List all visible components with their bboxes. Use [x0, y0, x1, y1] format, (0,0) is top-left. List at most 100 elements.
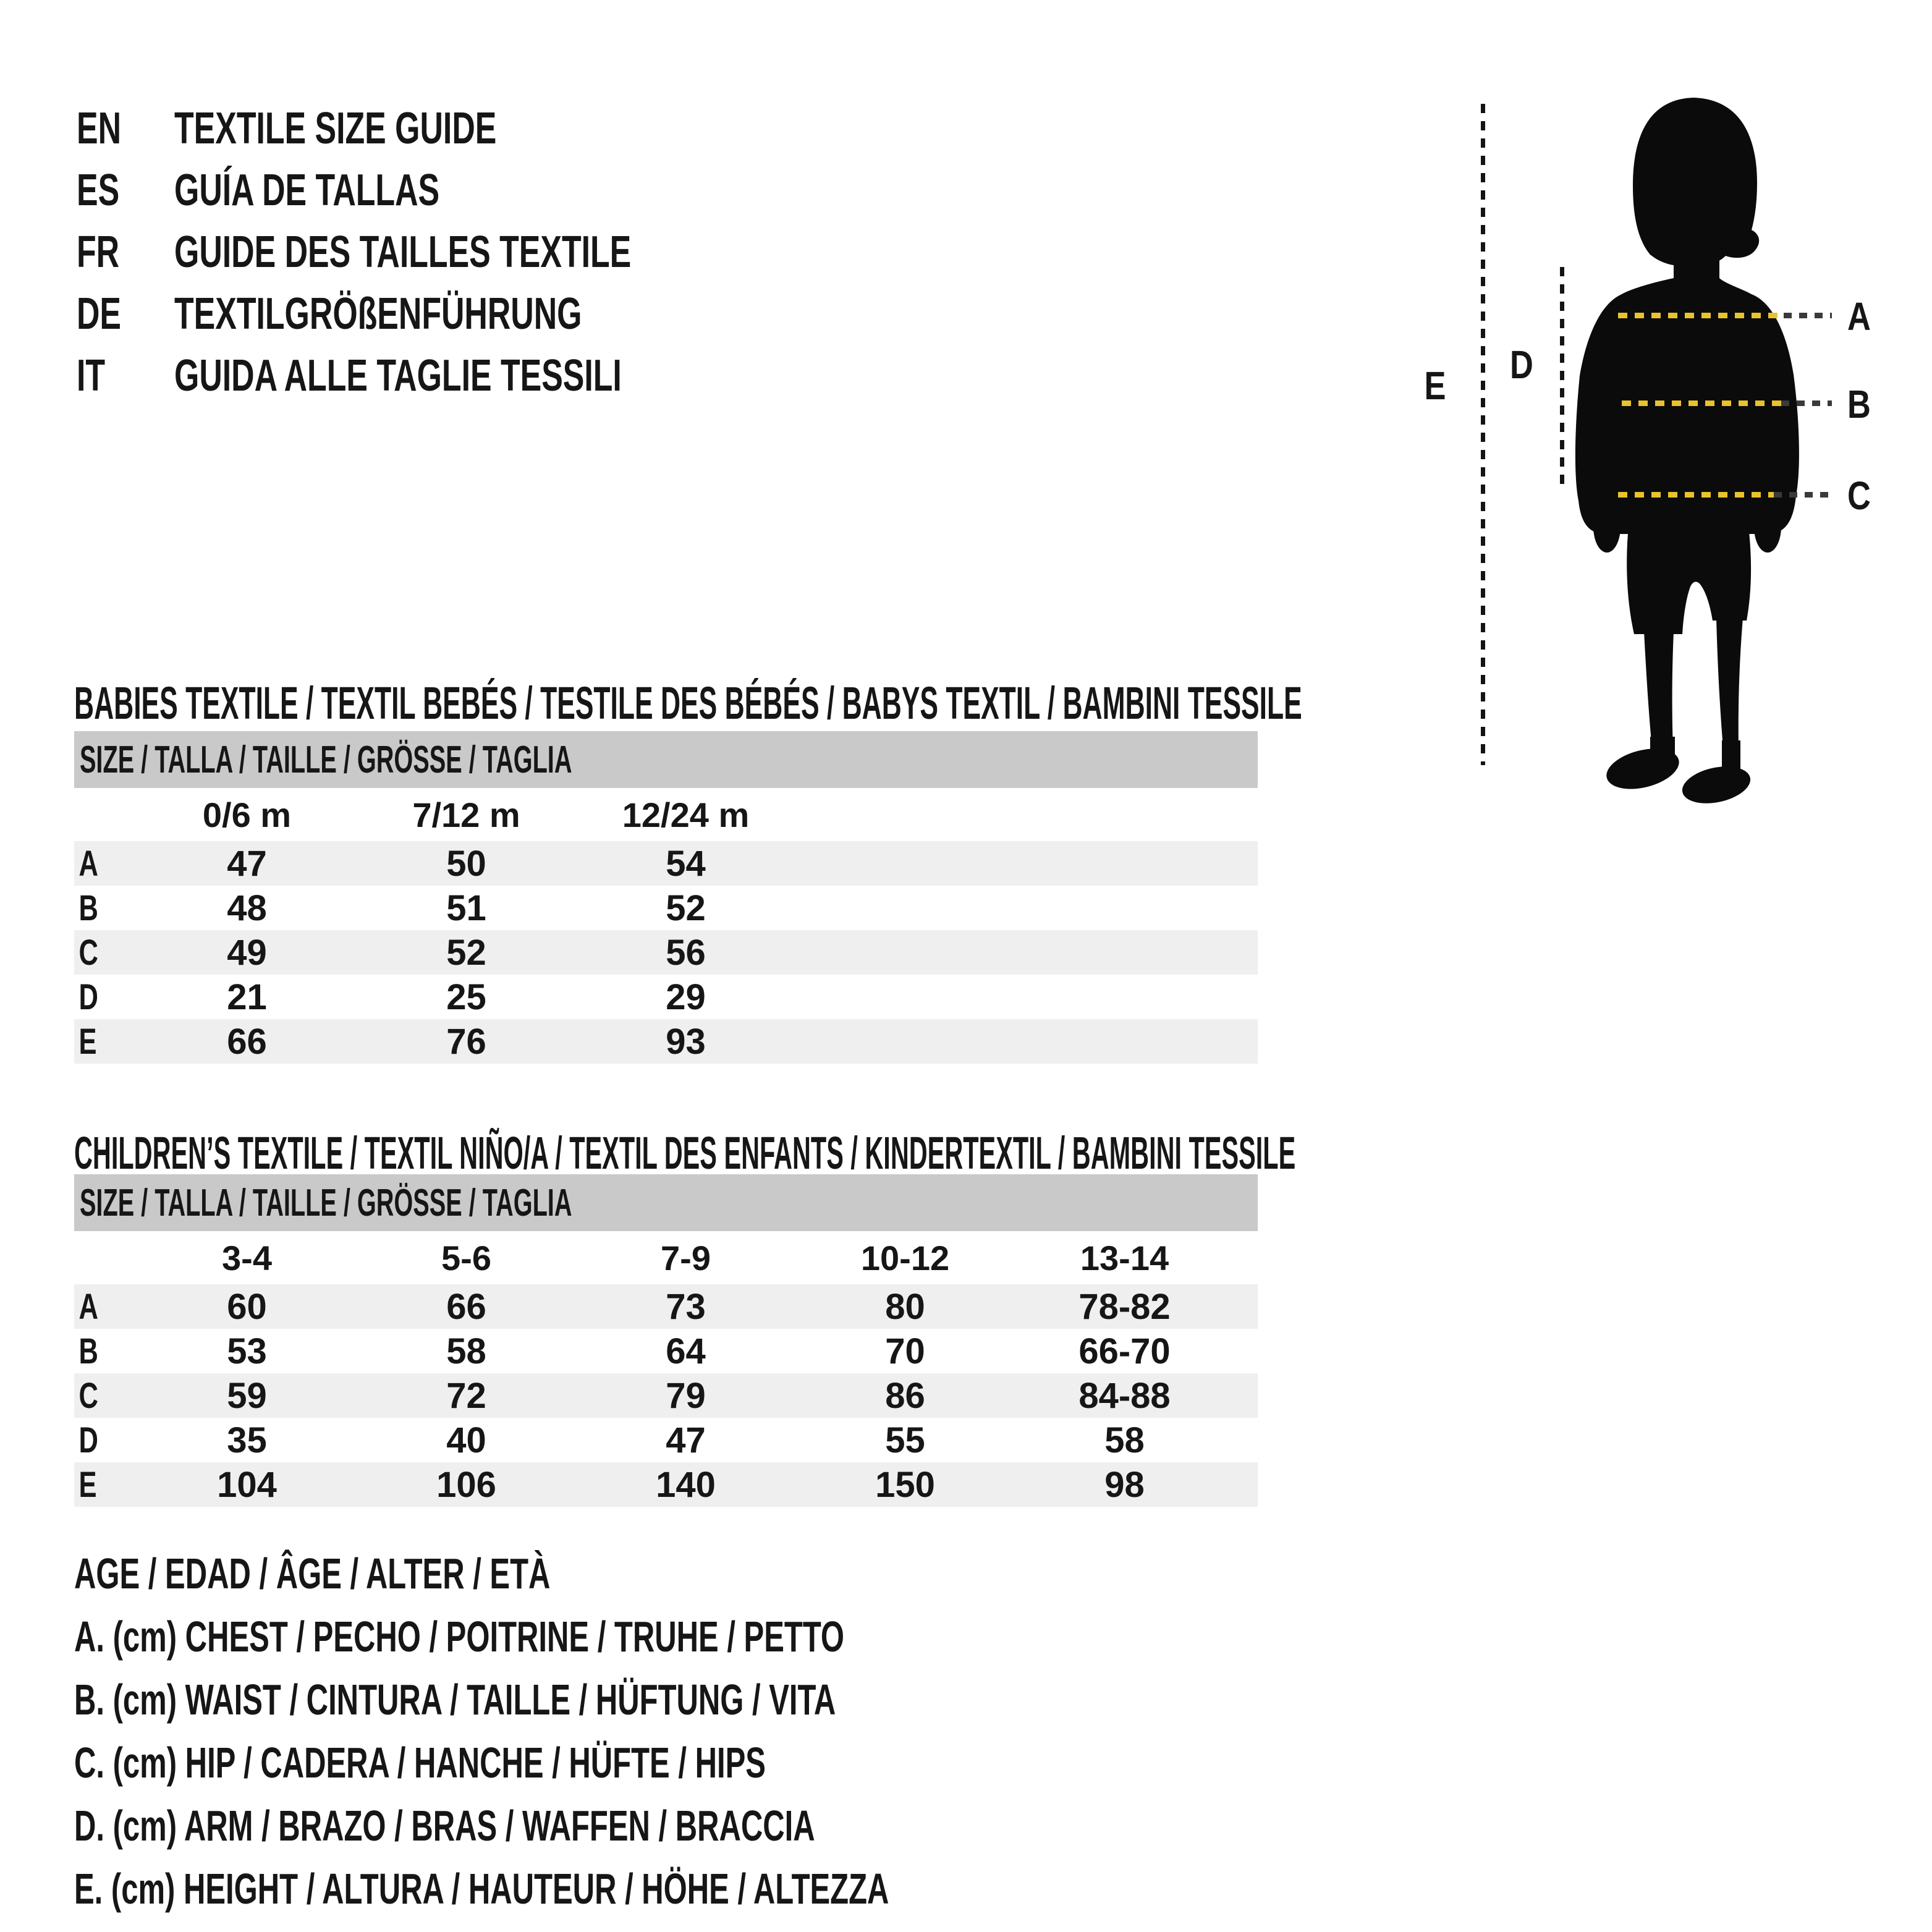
children-row-d-label: D: [78, 1420, 98, 1460]
figure-label-d: D: [1510, 342, 1533, 387]
children-cell: 66-70: [1078, 1331, 1171, 1371]
lang-code-en: EN: [77, 104, 122, 153]
children-cell: 35: [227, 1420, 267, 1460]
legend-chest: A. (cm) CHEST / PECHO / POITRINE / TRUHE…: [74, 1612, 845, 1661]
lang-row-it: IT GUIDA ALLE TAGLIE TESSILI: [77, 345, 809, 407]
babies-col-12-24m: 12/24 m: [622, 795, 750, 834]
children-col-3-4: 3-4: [222, 1238, 272, 1277]
children-col-5-6: 5-6: [441, 1238, 491, 1277]
lang-title-es: GUÍA DE TALLAS: [174, 166, 440, 215]
arm-dotted-line-d: [1560, 267, 1564, 491]
babies-row-c-label: C: [78, 932, 98, 973]
waist-dash-dark: [1781, 400, 1832, 406]
hip-dash-yellow: [1618, 492, 1774, 498]
children-cell: 47: [666, 1420, 706, 1460]
children-row-d: D 35 40 47 55 58: [74, 1418, 1258, 1462]
babies-row-d-label: D: [78, 977, 98, 1017]
babies-row-e-label: E: [78, 1021, 97, 1062]
lang-title-en: TEXTILE SIZE GUIDE: [174, 104, 497, 153]
lang-row-en: EN TEXTILE SIZE GUIDE: [77, 98, 809, 159]
babies-cell: 52: [666, 888, 706, 928]
babies-size-band: SIZE / TALLA / TAILLE / GRÖSSE / TAGLIA: [74, 731, 1258, 788]
children-section-title: CHILDREN’S TEXTILE / TEXTIL NIÑO/A / TEX…: [74, 1127, 1296, 1179]
children-col-13-14: 13-14: [1080, 1238, 1169, 1277]
children-cell: 58: [1104, 1420, 1145, 1460]
lang-row-de: DE TEXTILGRÖßENFÜHRUNG: [77, 283, 809, 345]
waist-dash-yellow: [1622, 400, 1781, 406]
children-cell: 53: [227, 1331, 267, 1371]
children-row-e-label: E: [78, 1464, 97, 1505]
figure-label-e: E: [1424, 363, 1446, 408]
lang-title-fr: GUIDE DES TAILLES TEXTILE: [174, 227, 632, 277]
babies-row-b-label: B: [78, 888, 98, 928]
babies-row-a: A 47 50 54: [74, 841, 1258, 886]
babies-column-header-row: 0/6 m 7/12 m 12/24 m: [74, 788, 1258, 841]
babies-section-title: BABIES TEXTILE / TEXTIL BEBÉS / TESTILE …: [74, 677, 1302, 729]
children-size-table: SIZE / TALLA / TAILLE / GRÖSSE / TAGLIA …: [74, 1174, 1258, 1507]
child-silhouette-icon: [1575, 98, 1799, 803]
babies-cell: 93: [666, 1021, 706, 1062]
chest-dash-dark: [1784, 313, 1832, 318]
legend-age: AGE / EDAD / ÂGE / ALTER / ETÀ: [74, 1549, 551, 1598]
babies-cell: 76: [446, 1021, 486, 1062]
babies-cell: 66: [227, 1021, 267, 1062]
children-row-c: C 59 72 79 86 84-88: [74, 1373, 1258, 1418]
lang-title-it: GUIDA ALLE TAGLIE TESSILI: [174, 351, 622, 400]
children-cell: 55: [885, 1420, 925, 1460]
legend-waist: B. (cm) WAIST / CINTURA / TAILLE / HÜFTU…: [74, 1676, 836, 1724]
babies-row-e: E 66 76 93: [74, 1019, 1258, 1064]
lang-row-es: ES GUÍA DE TALLAS: [77, 159, 809, 221]
children-col-7-9: 7-9: [661, 1238, 711, 1277]
children-cell: 73: [666, 1286, 706, 1327]
babies-size-band-label: SIZE / TALLA / TAILLE / GRÖSSE / TAGLIA: [79, 738, 572, 781]
language-header: EN TEXTILE SIZE GUIDE ES GUÍA DE TALLAS …: [77, 98, 809, 407]
children-cell: 40: [446, 1420, 486, 1460]
babies-cell: 54: [666, 843, 706, 884]
children-cell: 80: [885, 1286, 925, 1327]
babies-cell: 25: [446, 977, 486, 1017]
babies-col-0-6m: 0/6 m: [202, 795, 292, 834]
babies-row-a-label: A: [78, 843, 98, 884]
children-cell: 59: [227, 1375, 267, 1416]
children-cell: 106: [436, 1464, 496, 1505]
children-cell: 66: [446, 1286, 486, 1327]
babies-row-b: B 48 51 52: [74, 886, 1258, 930]
figure-label-b: B: [1847, 382, 1871, 426]
children-cell: 78-82: [1078, 1286, 1171, 1327]
babies-size-table: SIZE / TALLA / TAILLE / GRÖSSE / TAGLIA …: [74, 731, 1258, 1064]
babies-cell: 50: [446, 843, 486, 884]
measurement-legend: AGE / EDAD / ÂGE / ALTER / ETÀ A. (cm) C…: [74, 1542, 1238, 1920]
children-cell: 104: [217, 1464, 277, 1505]
children-cell: 79: [666, 1375, 706, 1416]
children-cell: 84-88: [1078, 1375, 1171, 1416]
children-row-c-label: C: [78, 1375, 98, 1416]
children-cell: 98: [1104, 1464, 1145, 1505]
legend-hip: C. (cm) HIP / CADERA / HANCHE / HÜFTE / …: [74, 1739, 766, 1787]
children-cell: 70: [885, 1331, 925, 1371]
hip-dash-dark: [1774, 492, 1832, 498]
lang-code-es: ES: [77, 166, 120, 215]
lang-title-de: TEXTILGRÖßENFÜHRUNG: [174, 289, 582, 339]
children-cell: 72: [446, 1375, 486, 1416]
babies-row-c: C 49 52 56: [74, 930, 1258, 975]
figure-label-c: C: [1847, 473, 1871, 518]
children-row-b: B 53 58 64 70 66-70: [74, 1329, 1258, 1373]
children-row-e: E 104 106 140 150 98: [74, 1462, 1258, 1507]
children-row-b-label: B: [78, 1331, 98, 1371]
babies-row-d: D 21 25 29: [74, 975, 1258, 1019]
children-column-header-row: 3-4 5-6 7-9 10-12 13-14: [74, 1231, 1258, 1284]
lang-code-fr: FR: [77, 227, 120, 277]
children-size-band: SIZE / TALLA / TAILLE / GRÖSSE / TAGLIA: [74, 1174, 1258, 1231]
height-dotted-line-e: [1481, 104, 1485, 765]
babies-cell: 47: [227, 843, 267, 884]
figure-label-a: A: [1847, 294, 1871, 339]
children-cell: 64: [666, 1331, 706, 1371]
children-cell: 150: [875, 1464, 935, 1505]
children-cell: 60: [227, 1286, 267, 1327]
children-size-band-label: SIZE / TALLA / TAILLE / GRÖSSE / TAGLIA: [79, 1181, 572, 1224]
children-cell: 86: [885, 1375, 925, 1416]
babies-cell: 29: [666, 977, 706, 1017]
babies-col-7-12m: 7/12 m: [412, 795, 520, 834]
lang-code-it: IT: [77, 351, 106, 400]
